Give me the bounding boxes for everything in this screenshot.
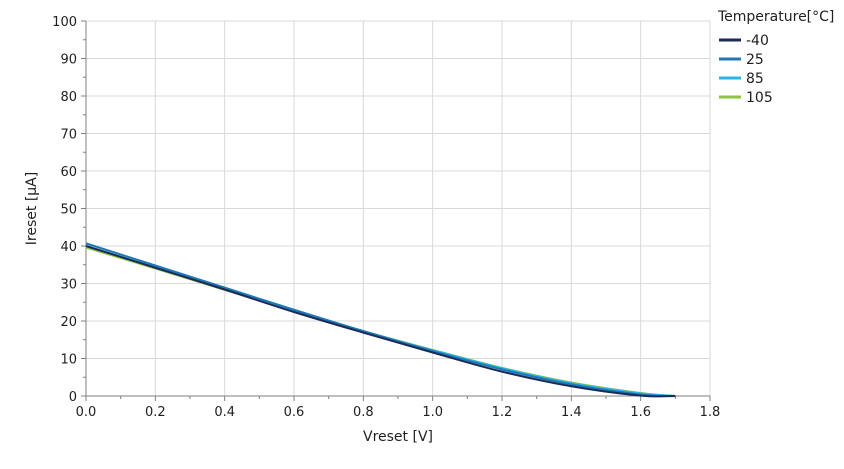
y-tick-label: 70 <box>60 128 77 143</box>
x-tick-label: 0.6 <box>284 405 305 420</box>
y-tick-label: 90 <box>60 53 77 68</box>
y-tick-label: 0 <box>69 390 77 405</box>
y-tick-label: 80 <box>60 90 77 105</box>
legend-label: 25 <box>746 52 764 68</box>
series-lines <box>85 242 676 398</box>
legend-label: 105 <box>746 90 773 106</box>
x-tick-label: 0.4 <box>214 405 235 420</box>
x-tick-label: 1.8 <box>700 405 721 420</box>
legend-label: -40 <box>746 33 769 49</box>
y-tick-label: 50 <box>60 203 77 218</box>
x-tick-label: 1.0 <box>422 405 443 420</box>
y-tick-label: 10 <box>60 353 77 368</box>
axes <box>81 20 711 401</box>
x-tick-label: 0.2 <box>145 405 166 420</box>
x-tick-label: 1.4 <box>561 405 582 420</box>
x-tick-label: 0.8 <box>353 405 374 420</box>
x-axis-title: Vreset [V] <box>363 429 433 445</box>
legend-title: Temperature[°C] <box>717 9 834 25</box>
legend-items: -40 25 85 105 <box>719 33 773 106</box>
series-line-minus40 <box>85 245 676 398</box>
y-tick-label: 20 <box>60 315 77 330</box>
x-tick-label: 1.2 <box>492 405 513 420</box>
y-tick-label: 30 <box>60 278 77 293</box>
legend-label: 85 <box>746 71 764 87</box>
y-tick-label: 40 <box>60 240 77 255</box>
y-tick-label: 100 <box>52 15 77 30</box>
series-line-25 <box>85 242 676 397</box>
y-axis-title: Ireset [μA] <box>24 172 40 245</box>
y-tick-label: 60 <box>60 165 77 180</box>
tick-labels: 0.0 0.2 0.4 0.6 0.8 1.0 1.2 1.4 1.6 1.8 0 10 20 30 40 5… <box>52 15 720 420</box>
legend: Temperature[°C] -40 25 85 105 <box>717 9 834 106</box>
x-tick-label: 1.6 <box>630 405 651 420</box>
x-tick-label: 0.0 <box>76 405 97 420</box>
series-line-105 <box>85 246 676 397</box>
